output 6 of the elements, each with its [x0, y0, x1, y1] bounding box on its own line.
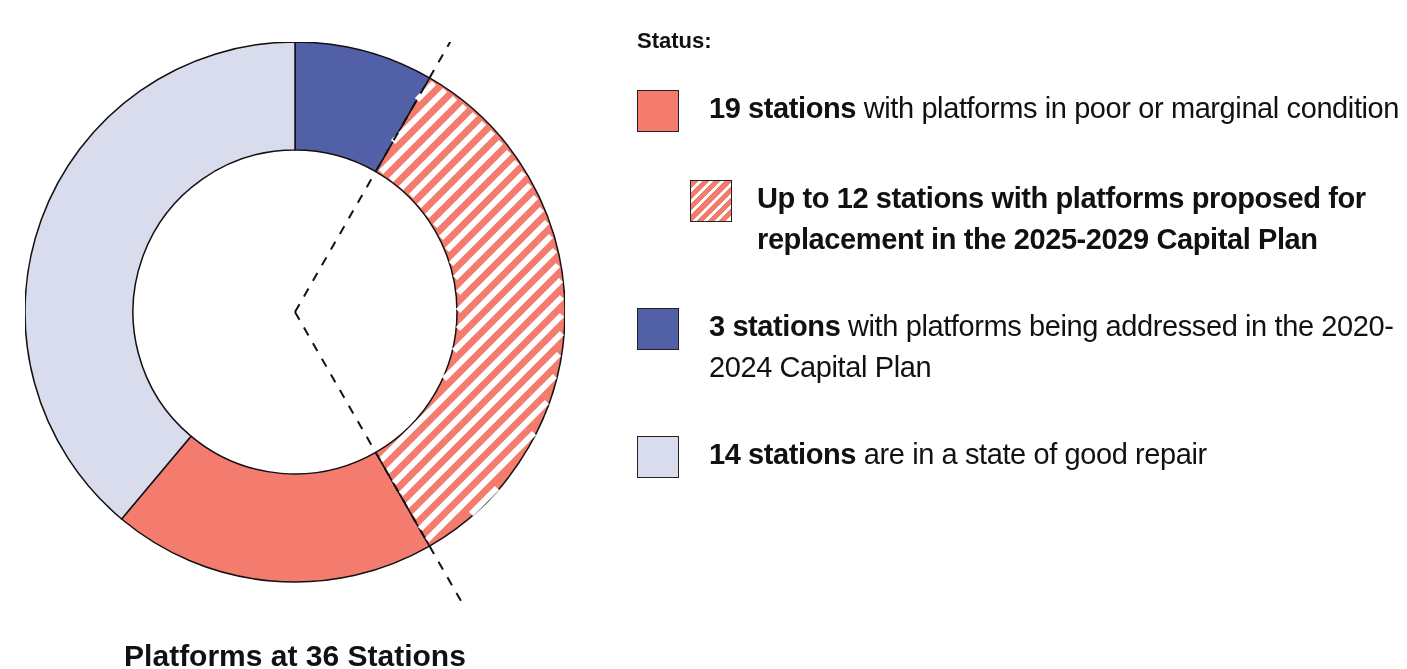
text: Platforms at 36 Stations [124, 638, 466, 669]
legend-label: 19 stations with platforms in poor or marginal condition [709, 91, 1400, 126]
legend-label: Up to 12 stations with platforms proposed for replacement in the 2025-2029 Capital Plan [757, 181, 1367, 257]
legend-title: Status: [637, 28, 713, 54]
legend-label: 14 stations are in a state of good repair [709, 437, 1207, 472]
legend-label: 3 stations with platforms being addressed in the 2020-2024 Capital Plan [709, 309, 1395, 385]
